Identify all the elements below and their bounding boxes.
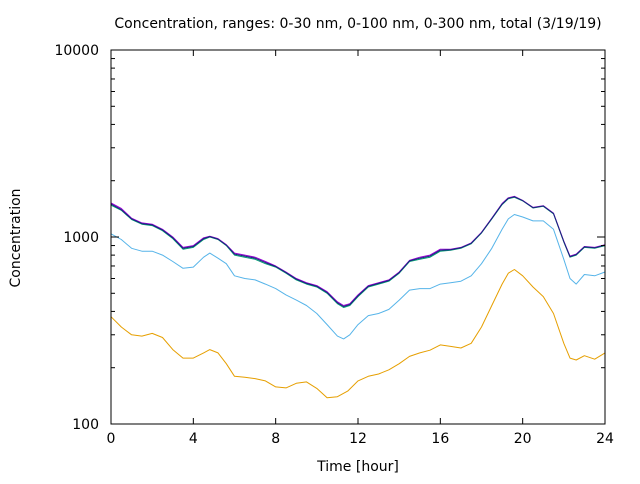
x-tick-label: 4: [189, 431, 198, 447]
series-line-4: [110, 195, 606, 306]
y-tick-label: 1000: [63, 230, 99, 246]
x-tick-label: 12: [349, 431, 367, 447]
chart-title: Concentration, ranges: 0-30 nm, 0-100 nm…: [114, 16, 601, 32]
axis-layer: 0 4 8 12 16 20 24 100 1000 10000: [54, 43, 614, 447]
series-line-5: [110, 196, 606, 307]
x-tick-label: 20: [514, 431, 532, 447]
series-line-1: [110, 269, 606, 399]
y-tick-label: 10000: [54, 43, 99, 59]
plot-frame: [110, 49, 606, 425]
series-line-2: [110, 214, 606, 340]
series-line-3: [110, 196, 606, 308]
series-layer: [110, 195, 606, 399]
x-tick-label: 8: [271, 431, 280, 447]
y-axis-label: Concentration: [8, 188, 24, 287]
x-tick-label: 24: [596, 431, 614, 447]
y-tick-label: 100: [72, 417, 99, 433]
x-tick-label: 16: [431, 431, 449, 447]
x-tick-label: 0: [107, 431, 116, 447]
x-axis-label: Time [hour]: [316, 459, 399, 475]
